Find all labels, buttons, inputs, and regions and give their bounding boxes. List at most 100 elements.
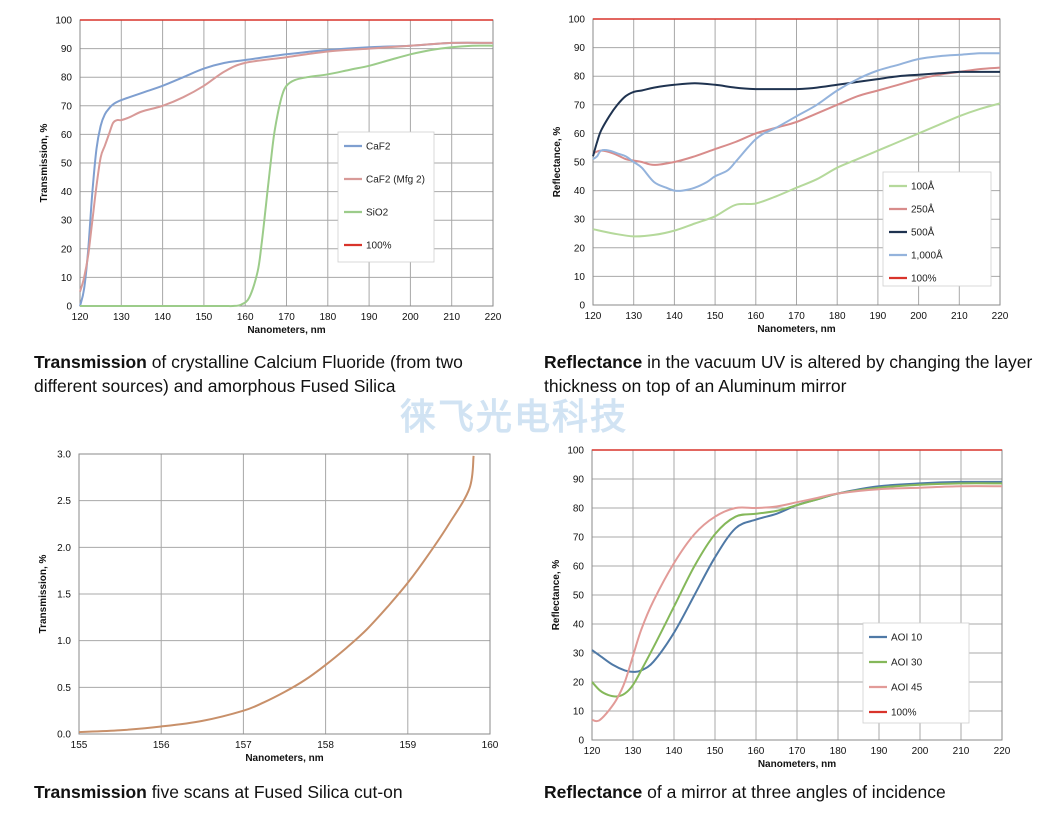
legend: 100Å 250Å 500Å 1,000Å 100% (882, 171, 992, 287)
y-tick-label: 90 (574, 43, 586, 54)
caption-2-text: in the vacuum UV is altered by changing … (544, 352, 1033, 396)
y-tick-label: 50 (574, 158, 586, 169)
x-tick-label: 140 (666, 746, 683, 757)
chart-4-svg: 120 130 140 150 160 170 180 190 200 210 220 0 10 20 30… (551, 446, 1011, 771)
series-line-caf2 (79, 41, 494, 307)
x-tick-label: 160 (748, 746, 765, 757)
x-tick-label: 180 (319, 312, 336, 323)
chart-reflectance-al-thickness: 120 130 140 150 160 170 180 190 200 210 220 0 10 20 30… (530, 0, 1051, 345)
caption-4-text: of a mirror at three angles of incidence (642, 782, 946, 802)
chart-2-svg: 120 130 140 150 160 170 180 190 200 210 220 0 10 20 30… (552, 15, 1009, 336)
legend-entry: 100Å (911, 180, 935, 193)
y-tick-label: 70 (574, 100, 586, 111)
legend: AOI 10 AOI 30 AOI 45 100% (862, 622, 970, 724)
y-tick-label: 80 (573, 504, 585, 515)
caption-4-bold: Reflectance (544, 782, 643, 802)
x-tick-label: 158 (317, 740, 334, 751)
caption-3: Transmission five scans at Fused Silica … (34, 780, 524, 804)
x-tick-label: 170 (789, 746, 806, 757)
legend: CaF2 CaF2 (Mfg 2) SiO2 100% (337, 131, 435, 263)
y-tick-label: 40 (61, 187, 73, 198)
legend-entry: AOI 45 (891, 683, 923, 694)
x-tick-label: 120 (585, 311, 602, 322)
series-line-100- (592, 102, 1001, 238)
y-tick-label: 70 (573, 533, 585, 544)
x-tick-label: 150 (707, 746, 724, 757)
x-tick-label: 130 (625, 746, 642, 757)
x-tick-label: 160 (237, 312, 254, 323)
chart-transmission-caf2-sio2: 120 130 140 150 160 170 180 190 200 210 220 0 10 20 30… (0, 0, 520, 345)
caption-3-text: five scans at Fused Silica cut-on (146, 782, 403, 802)
y-tick-label: 2.5 (57, 496, 71, 507)
y-tick-label: 90 (573, 475, 585, 486)
x-tick-label: 160 (747, 311, 764, 322)
y-tick-label: 60 (573, 562, 585, 573)
legend-entry: 250Å (911, 203, 935, 216)
series-line-caf2-mfg-2- (79, 41, 494, 292)
x-tick-label: 190 (361, 312, 378, 323)
y-tick-label: 70 (61, 101, 73, 112)
y-axis-label: Transmission, % (38, 554, 49, 633)
x-tick-label: 150 (196, 312, 213, 323)
chart-transmission-cut-on: 155 156 157 158 159 160 0.0 0.5 1.0 1.5 2.0 2.5 3.0 N… (0, 440, 520, 780)
caption-2-bold: Reflectance (544, 352, 643, 372)
x-tick-label: 210 (443, 312, 460, 323)
legend-box (337, 131, 435, 263)
legend-entry: AOI 10 (891, 633, 923, 644)
legend-entry: CaF2 (366, 142, 391, 153)
x-tick-label: 140 (154, 312, 171, 323)
x-tick-label: 200 (402, 312, 419, 323)
x-axis-label: Nanometers, nm (247, 325, 325, 336)
y-tick-label: 100 (567, 446, 584, 457)
caption-3-bold: Transmission (34, 782, 147, 802)
y-tick-label: 3.0 (57, 450, 71, 461)
x-tick-label: 140 (666, 311, 683, 322)
y-tick-label: 1.5 (57, 590, 71, 601)
x-tick-label: 220 (485, 312, 502, 323)
y-tick-label: 20 (61, 244, 73, 255)
x-tick-label: 130 (113, 312, 130, 323)
legend-entry: SiO2 (366, 208, 389, 219)
x-tick-label: 180 (830, 746, 847, 757)
legend-entry: 100% (366, 241, 392, 252)
y-axis-label: Reflectance, % (551, 560, 562, 631)
caption-4: Reflectance of a mirror at three angles … (544, 780, 1034, 804)
legend-box (862, 622, 970, 724)
x-tick-label: 120 (72, 312, 89, 323)
legend-entry: 500Å (911, 226, 935, 239)
y-tick-label: 50 (573, 591, 585, 602)
x-axis-label: Nanometers, nm (757, 324, 835, 335)
y-axis-label: Transmission, % (39, 123, 50, 202)
chart-1-svg: 120 130 140 150 160 170 180 190 200 210 220 0 10 20 30… (39, 16, 502, 337)
watermark-text: 徕飞光电科技 (400, 397, 629, 438)
y-tick-label: 30 (574, 215, 586, 226)
y-tick-label: 60 (61, 130, 73, 141)
y-tick-label: 80 (574, 72, 586, 83)
y-tick-label: 90 (61, 44, 73, 55)
y-tick-label: 1.0 (57, 636, 71, 647)
x-tick-label: 210 (953, 746, 970, 757)
x-axis-label: Nanometers, nm (245, 753, 323, 764)
caption-1-text: of crystalline Calcium Fluoride (from tw… (34, 352, 463, 396)
x-tick-label: 160 (482, 740, 499, 751)
y-axis-label: Reflectance, % (552, 127, 563, 198)
legend-entry: 100% (891, 708, 917, 719)
legend-entry: CaF2 (Mfg 2) (366, 175, 425, 186)
x-tick-label: 200 (910, 311, 927, 322)
y-tick-label: 0 (578, 736, 584, 747)
x-tick-label: 180 (829, 311, 846, 322)
series-line-scan (78, 455, 475, 734)
y-tick-label: 0 (66, 302, 72, 313)
y-tick-label: 20 (573, 678, 585, 689)
series-line-aoi-45 (591, 485, 1003, 723)
x-tick-label: 190 (870, 311, 887, 322)
y-tick-label: 40 (574, 186, 586, 197)
y-tick-label: 10 (61, 273, 73, 284)
y-tick-label: 0.5 (57, 683, 71, 694)
legend-entry: AOI 30 (891, 658, 923, 669)
chart-reflectance-aoi: 120 130 140 150 160 170 180 190 200 210 220 0 10 20 30… (530, 440, 1051, 780)
legend-entry: 1,000Å (911, 249, 943, 262)
x-tick-label: 157 (235, 740, 252, 751)
y-tick-label: 10 (573, 707, 585, 718)
series-line-500- (592, 70, 1000, 157)
